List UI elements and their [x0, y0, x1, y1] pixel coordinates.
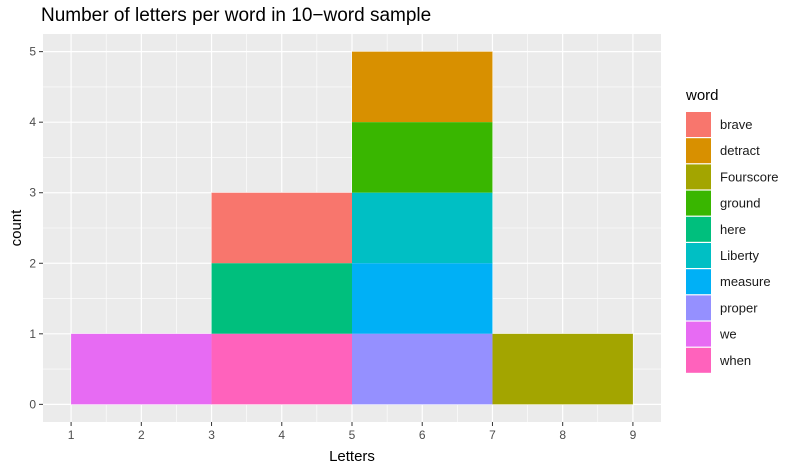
x-tick-label: 4 — [278, 428, 285, 442]
legend-label: ground — [720, 196, 760, 211]
y-tick-label: 3 — [29, 186, 36, 200]
x-tick-label: 2 — [138, 428, 145, 442]
bar-brave — [211, 192, 352, 264]
legend-key-fourscore — [686, 164, 711, 190]
legend-label: when — [719, 353, 751, 368]
legend-key-brave — [686, 112, 711, 137]
legend-label: detract — [720, 143, 760, 158]
legend-label: proper — [720, 300, 758, 315]
x-tick-label: 6 — [419, 428, 426, 442]
chart-title: Number of letters per word in 10−word sa… — [41, 5, 431, 26]
legend-title: word — [685, 87, 719, 104]
x-tick-label: 5 — [349, 428, 356, 442]
y-axis-title: count — [8, 209, 25, 247]
y-tick-label: 0 — [29, 397, 36, 411]
bar-proper — [352, 333, 493, 405]
x-tick-label: 3 — [208, 428, 215, 442]
bars — [71, 51, 633, 405]
y-tick-label: 4 — [29, 115, 36, 129]
legend-key-ground — [686, 190, 711, 216]
bar-detract — [352, 51, 493, 123]
y-axis: 0 1 2 3 4 5 — [29, 45, 43, 411]
y-tick-label: 2 — [29, 256, 36, 270]
bar-measure — [352, 263, 493, 334]
y-tick-label: 1 — [29, 327, 36, 341]
legend-key-proper — [686, 295, 711, 321]
legend-label: Fourscore — [720, 169, 779, 184]
legend-label: measure — [720, 274, 771, 289]
legend-label: here — [720, 222, 746, 237]
x-tick-label: 8 — [559, 428, 566, 442]
bar-ground — [352, 122, 493, 193]
x-tick-label: 7 — [489, 428, 496, 442]
x-axis-title: Letters — [329, 448, 375, 465]
legend-key-we — [686, 321, 711, 347]
bar-we — [71, 333, 212, 405]
bar-liberty — [352, 192, 493, 264]
legend-label: we — [719, 327, 737, 342]
legend-label: brave — [720, 117, 753, 132]
legend-key-here — [686, 216, 711, 242]
bar-fourscore — [492, 333, 633, 405]
legend: word brave detract Fourscore ground here Libe… — [685, 87, 779, 373]
legend-key-detract — [686, 138, 711, 164]
x-tick-label: 1 — [68, 428, 75, 442]
legend-label: Liberty — [720, 248, 760, 263]
x-axis: 1 2 3 4 5 6 7 8 9 — [68, 422, 637, 442]
x-tick-label: 9 — [630, 428, 637, 442]
legend-key-measure — [686, 269, 711, 295]
bar-when — [211, 333, 352, 405]
legend-key-when — [686, 347, 711, 373]
legend-key-liberty — [686, 243, 711, 268]
y-tick-label: 5 — [29, 45, 36, 59]
bar-here — [211, 263, 352, 334]
